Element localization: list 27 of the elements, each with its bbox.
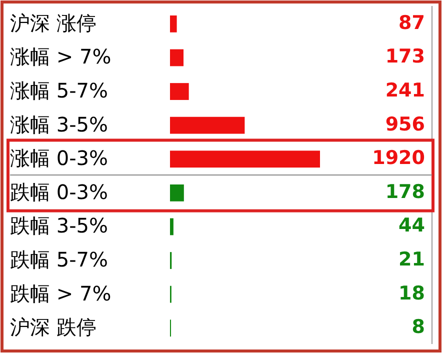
data-label: 173 xyxy=(385,46,425,68)
data-label: 956 xyxy=(385,113,425,136)
y-tick-label: 涨幅 3-5% xyxy=(10,112,108,136)
bar xyxy=(170,83,189,100)
bar xyxy=(170,150,320,168)
data-label: 8 xyxy=(412,316,425,338)
y-tick-label: 跌幅 > 7% xyxy=(10,281,112,306)
data-label: 21 xyxy=(398,248,425,270)
y-tick-label: 涨幅 0-3% xyxy=(10,146,108,170)
data-label: 87 xyxy=(398,12,425,34)
y-tick-label: 沪深 跌停 xyxy=(10,315,96,340)
y-tick-label: 涨幅 > 7% xyxy=(10,44,112,69)
y-tick-label: 沪深 涨停 xyxy=(10,10,96,35)
bar xyxy=(170,116,245,134)
y-tick-label: 跌幅 0-3% xyxy=(10,180,108,204)
y-tick-label: 跌幅 5-7% xyxy=(10,248,108,272)
data-label: 178 xyxy=(385,180,425,203)
data-label: 44 xyxy=(398,214,425,237)
bar xyxy=(170,218,174,236)
data-label: 18 xyxy=(398,282,425,304)
bar xyxy=(170,49,184,66)
bar xyxy=(170,184,184,202)
data-label: 1920 xyxy=(372,147,425,170)
bar xyxy=(170,15,177,32)
y-tick-label: 涨幅 5-7% xyxy=(10,78,108,102)
y-tick-label: 跌幅 3-5% xyxy=(10,214,108,238)
data-label: 241 xyxy=(385,80,425,102)
